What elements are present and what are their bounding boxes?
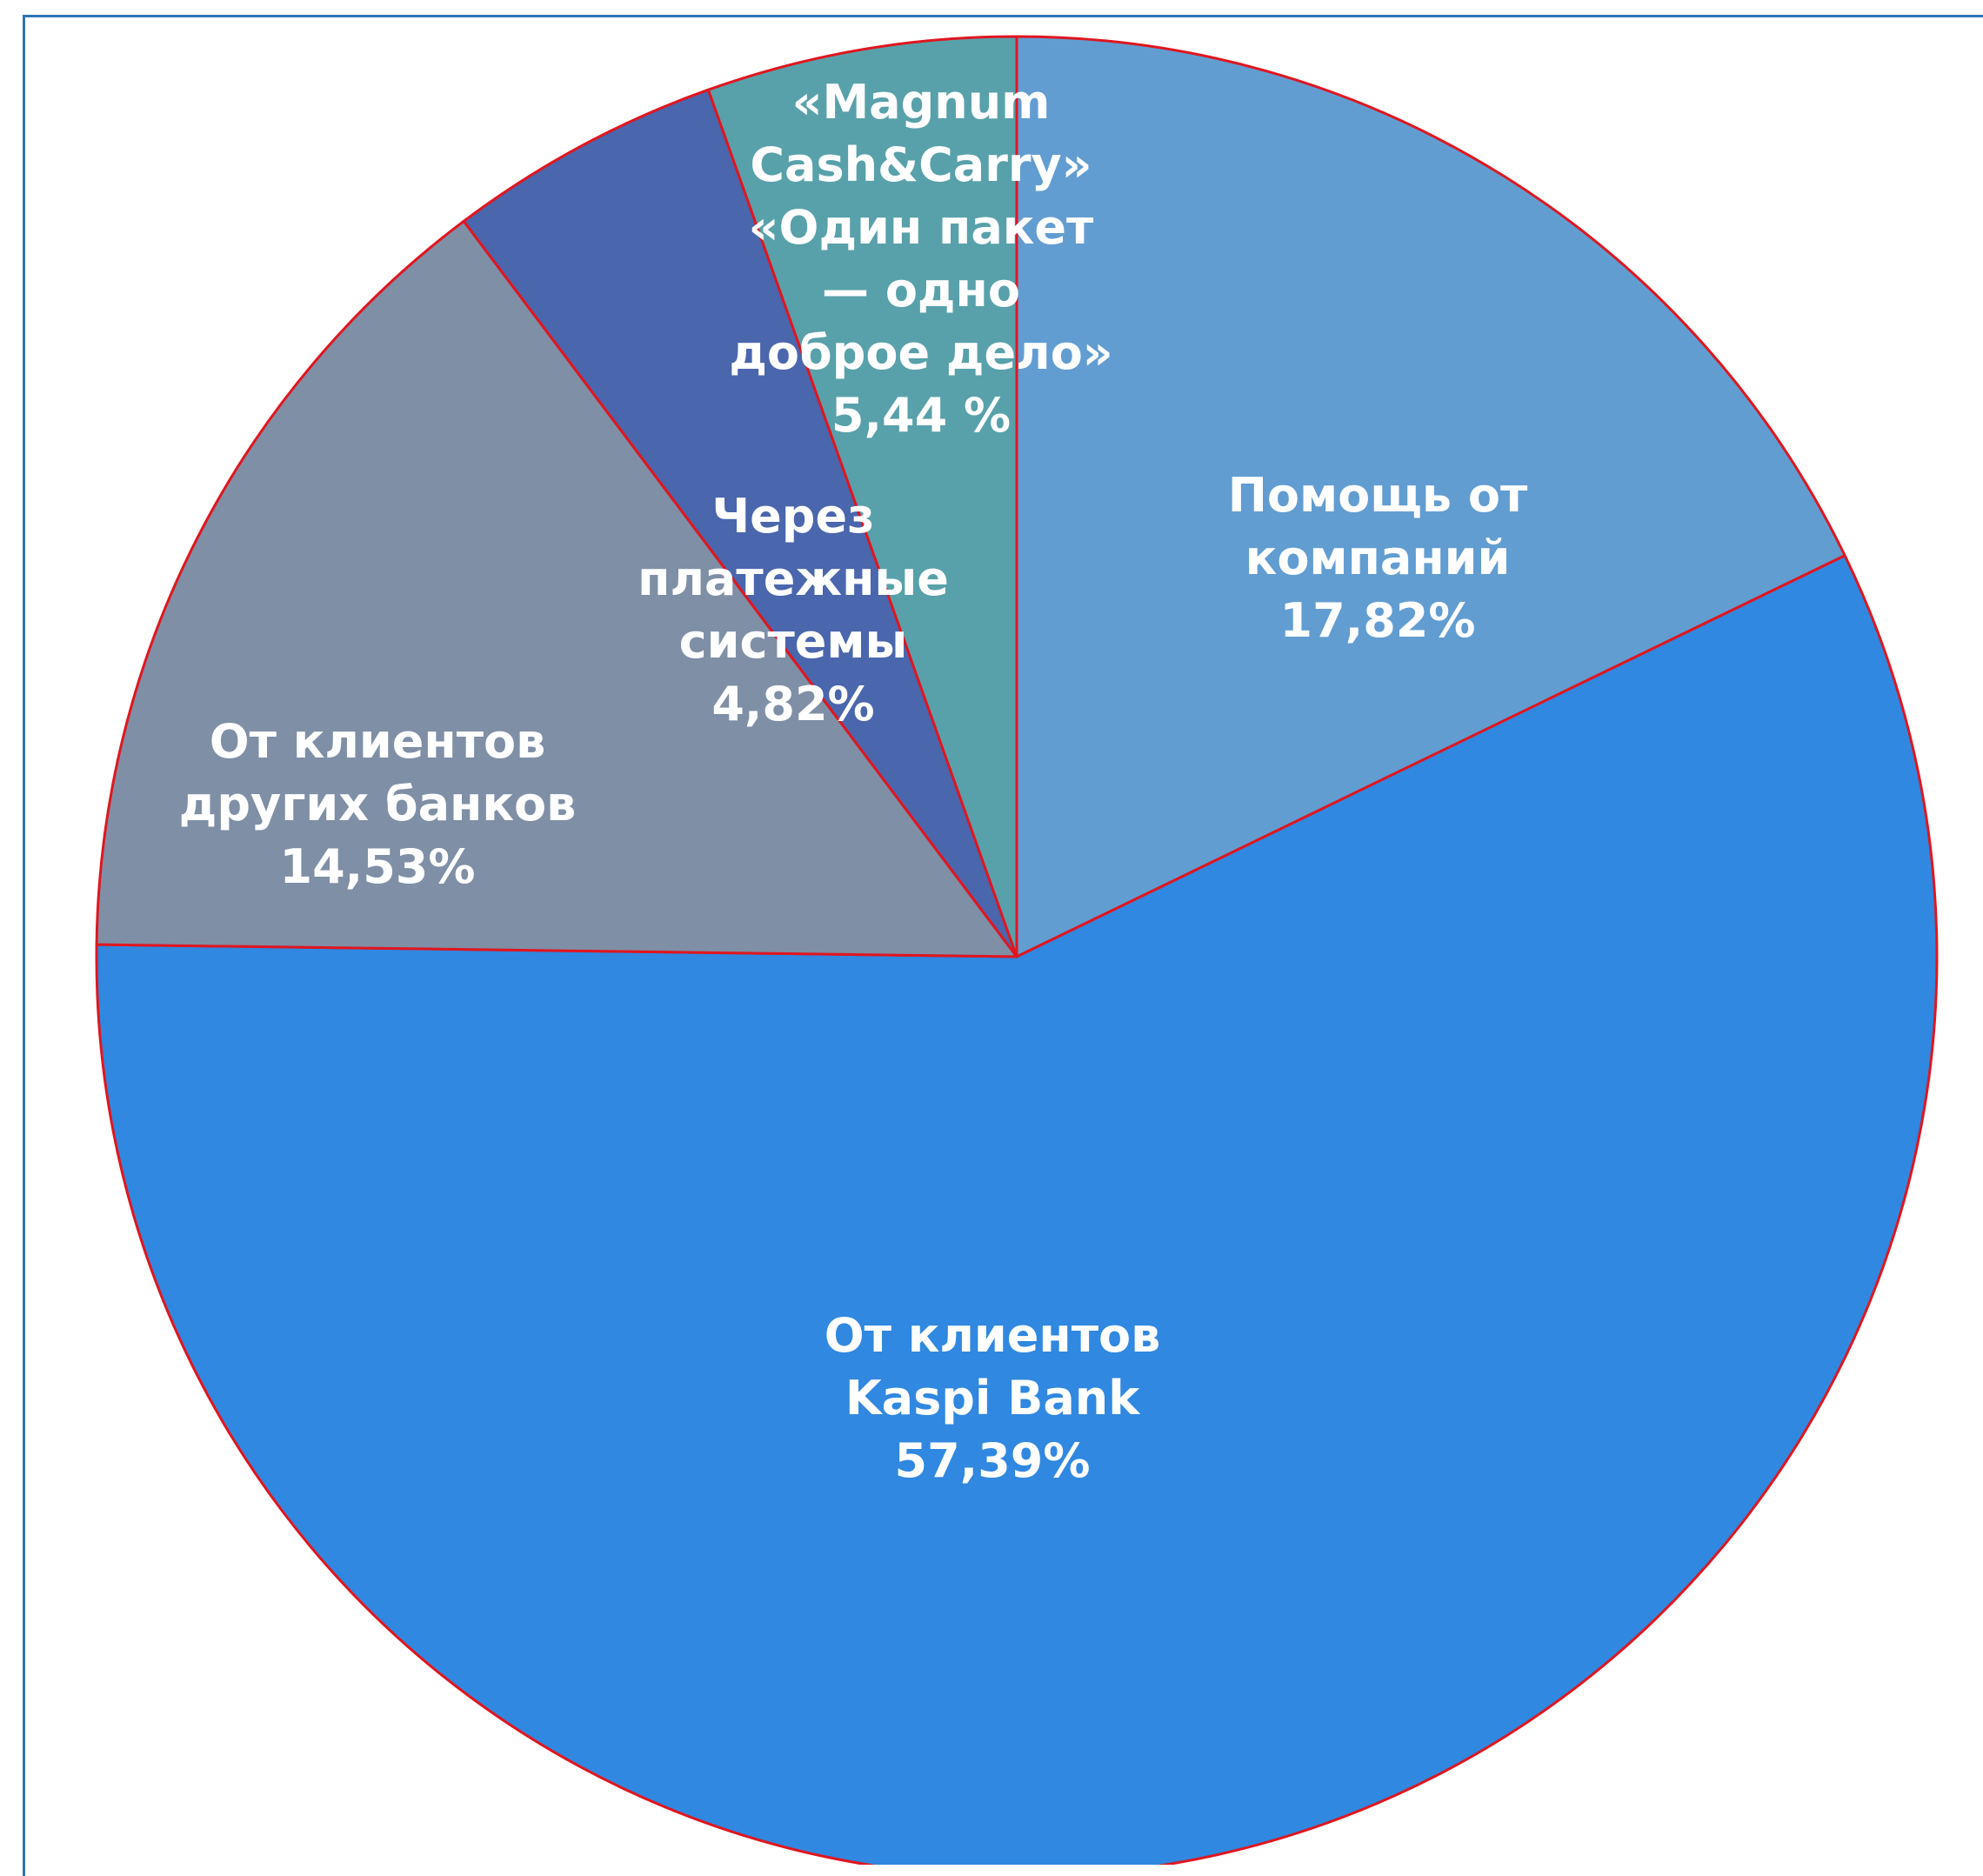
slice-kaspi-bank — [95, 554, 1939, 1865]
slice-label-companies: Помощь от компаний 17,82% — [1228, 464, 1528, 652]
slice-label-line: платежные — [638, 551, 949, 606]
slice-label-line: От клиентов — [824, 1308, 1161, 1363]
slice-label-line: «Один пакет — [748, 200, 1094, 255]
slice-label-line: других банков — [178, 777, 577, 831]
slice-label-line: Через — [711, 489, 875, 544]
slice-value: 5,44 % — [831, 388, 1012, 443]
chart-frame — [23, 15, 1983, 1876]
slice-label-magnum: «Magnum Cash&Carry» «Один пакет — одно д… — [729, 71, 1112, 447]
slice-label-kaspi: От клиентов Kaspi Bank 57,39% — [825, 1305, 1161, 1492]
slice-other-banks — [95, 219, 1018, 958]
slice-label-line: «Magnum — [791, 75, 1051, 130]
slice-label-line: От клиентов — [209, 714, 546, 769]
slice-payment-systems — [462, 88, 1018, 958]
slice-label-line: Kaspi Bank — [845, 1371, 1140, 1425]
slice-value: 57,39% — [894, 1433, 1091, 1488]
slice-label-other-banks: От клиентов других банков 14,53% — [179, 711, 577, 898]
slice-label-line: компаний — [1245, 531, 1511, 585]
slice-value: 14,53% — [279, 839, 476, 894]
slice-value: 17,82% — [1279, 593, 1476, 648]
slice-label-line: системы — [678, 614, 908, 669]
slice-label-line: Помощь от — [1227, 468, 1528, 523]
slice-label-line: Cash&Carry» — [750, 137, 1092, 192]
slice-value: 4,82% — [711, 677, 875, 731]
slice-label-line: — одно — [822, 263, 1020, 317]
slice-companies — [1015, 35, 1846, 958]
slice-label-line: доброе дело» — [729, 325, 1113, 380]
slice-magnum — [706, 35, 1018, 958]
slice-label-payment-systems: Через платежные системы 4,82% — [638, 485, 949, 736]
